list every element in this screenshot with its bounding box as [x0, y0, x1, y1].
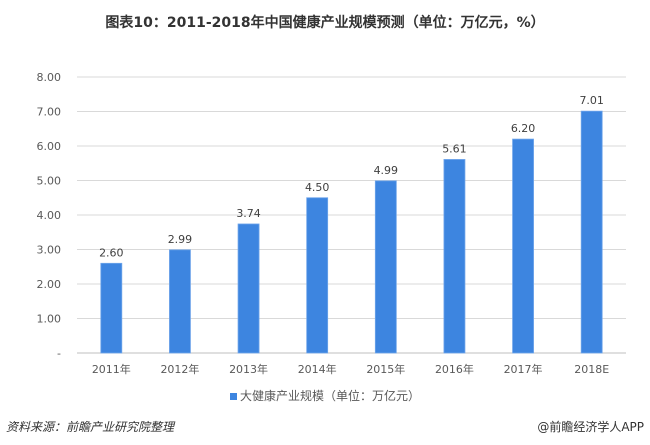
y-tick-label: 6.00: [37, 140, 62, 153]
y-tick-label: 7.00: [37, 106, 62, 119]
bar: [306, 197, 329, 354]
x-tick-label: 2018E: [574, 363, 609, 376]
y-tick-label: 3.00: [37, 244, 62, 257]
x-tick-label: 2011年: [92, 362, 131, 376]
bar: [580, 110, 603, 354]
bar: [169, 249, 191, 354]
bar: [100, 262, 123, 354]
x-tick-label: 2013年: [229, 362, 268, 376]
bar: [237, 223, 260, 354]
y-tick-label: -: [57, 347, 61, 360]
legend-label: 大健康产业规模（单位：万亿元）: [239, 389, 420, 403]
bar: [512, 138, 534, 354]
chart-title: 图表10：2011-2018年中国健康产业规模预测（单位：万亿元，%）: [105, 15, 545, 31]
data-label: 3.74: [236, 207, 261, 220]
data-label: 7.01: [579, 94, 604, 107]
x-tick-label: 2015年: [366, 362, 405, 376]
legend-swatch: [229, 393, 237, 400]
bar: [374, 180, 397, 354]
y-tick-label: 5.00: [37, 175, 62, 188]
x-tick-label: 2014年: [298, 362, 337, 376]
data-label: 4.50: [305, 181, 330, 194]
data-label: 4.99: [374, 164, 399, 177]
x-tick-label: 2012年: [160, 362, 199, 376]
y-tick-label: 2.00: [37, 278, 62, 291]
credit: @前瞻经济学人APP: [537, 420, 644, 434]
data-label: 5.61: [442, 142, 467, 155]
y-tick-label: 1.00: [37, 313, 62, 326]
legend: 大健康产业规模（单位：万亿元）: [0, 387, 650, 404]
x-tick-label: 2016年: [435, 362, 474, 376]
source-note: 资料来源：前瞻产业研究院整理: [6, 420, 175, 434]
bar: [443, 159, 466, 354]
data-label: 2.99: [168, 233, 193, 246]
y-tick-label: 8.00: [37, 71, 62, 84]
y-tick-label: 4.00: [37, 209, 62, 222]
data-label: 6.20: [511, 122, 536, 135]
x-tick-label: 2017年: [504, 362, 543, 376]
data-label: 2.60: [99, 246, 124, 259]
